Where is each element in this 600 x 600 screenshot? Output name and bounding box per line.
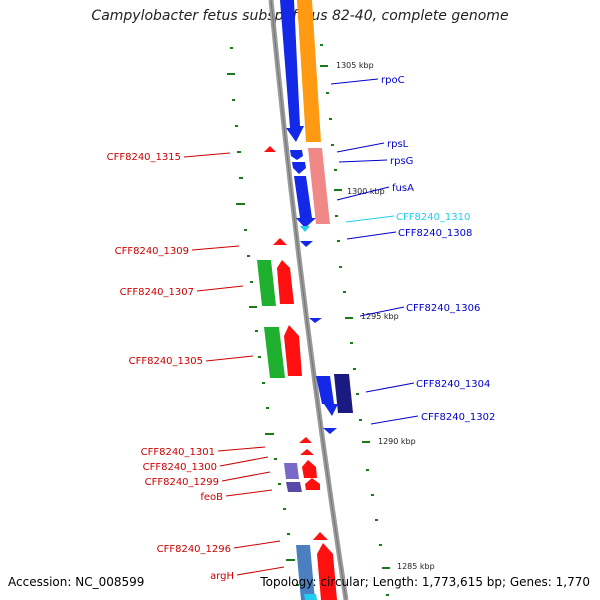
leader-line-CFF8240_1306 bbox=[359, 306, 405, 317]
gene-label-CFF8240_1309[interactable]: CFF8240_1309 bbox=[115, 246, 189, 257]
gene-label-CFF8240_1300[interactable]: CFF8240_1300 bbox=[143, 462, 217, 473]
gene-shape-green-1[interactable] bbox=[257, 260, 276, 306]
leader-line-CFF8240_1300 bbox=[219, 456, 269, 467]
gene-label-rpoC[interactable]: rpoC bbox=[381, 75, 405, 86]
gene-label-CFF8240_1310[interactable]: CFF8240_1310 bbox=[396, 212, 470, 223]
leader-line-feoB bbox=[225, 489, 273, 497]
gene-shape-rpsL[interactable] bbox=[290, 150, 303, 160]
gene-shape-feoB[interactable] bbox=[305, 478, 320, 490]
gene-shape-purple-2[interactable] bbox=[286, 482, 302, 492]
scale-label: 1295 kbp bbox=[361, 312, 399, 321]
gene-shape-CFF8240_1309[interactable] bbox=[273, 238, 287, 245]
leader-line-CFF8240_1308 bbox=[346, 231, 397, 240]
gene-label-CFF8240_1304[interactable]: CFF8240_1304 bbox=[416, 379, 490, 390]
scale-label: 1305 kbp bbox=[336, 61, 374, 70]
gene-shape-purple-1[interactable] bbox=[284, 463, 299, 479]
gene-label-feoB[interactable]: feoB bbox=[200, 492, 223, 503]
gene-shape-green-2[interactable] bbox=[264, 327, 285, 378]
gene-shape-navy[interactable] bbox=[334, 374, 353, 413]
gene-shape-CFF8240_1305[interactable] bbox=[284, 325, 302, 376]
leader-line-CFF8240_1301 bbox=[217, 446, 266, 452]
gene-labels: rpoC rpsL rpsG fusA CFF8240_1315 CFF8240… bbox=[107, 75, 496, 582]
gene-shape-rpsG[interactable] bbox=[292, 162, 306, 174]
gene-features bbox=[257, 0, 353, 600]
gene-shape-CFF8240_1304[interactable] bbox=[316, 376, 338, 416]
gene-shape-CFF8240_1307[interactable] bbox=[277, 260, 294, 304]
leader-line-rpoC bbox=[330, 78, 379, 85]
leader-line-CFF8240_1315 bbox=[183, 152, 231, 158]
leader-line-CFF8240_1307 bbox=[196, 285, 244, 292]
gene-label-CFF8240_1308[interactable]: CFF8240_1308 bbox=[398, 228, 472, 239]
gene-label-CFF8240_1305[interactable]: CFF8240_1305 bbox=[129, 356, 203, 367]
gene-label-CFF8240_1296[interactable]: CFF8240_1296 bbox=[157, 544, 231, 555]
leader-line-rpsL bbox=[336, 142, 385, 153]
gene-shape-fusA[interactable] bbox=[294, 176, 316, 228]
gene-shape-orange[interactable] bbox=[297, 0, 321, 142]
gene-label-argH[interactable]: argH bbox=[210, 571, 234, 582]
scale-label: 1285 kbp bbox=[397, 562, 435, 571]
leader-line-CFF8240_1310 bbox=[345, 215, 395, 223]
genome-summary-text: Topology: circular; Length: 1,773,615 bp… bbox=[260, 575, 590, 589]
gene-shape-cyan-bottom[interactable] bbox=[304, 594, 317, 600]
gene-label-CFF8240_1315[interactable]: CFF8240_1315 bbox=[107, 152, 181, 163]
gene-label-CFF8240_1307[interactable]: CFF8240_1307 bbox=[120, 287, 194, 298]
gene-shape-rpoC[interactable] bbox=[280, 0, 304, 142]
gene-shape-CFF8240_1296[interactable] bbox=[313, 532, 328, 540]
gene-shape-CFF8240_1300[interactable] bbox=[300, 449, 314, 455]
scale-ticks bbox=[227, 44, 390, 596]
leader-line-CFF8240_1296 bbox=[233, 540, 281, 549]
scale-labels: 1305 kbp 1300 kbp 1295 kbp 1290 kbp 1285… bbox=[336, 61, 435, 571]
leader-line-argH bbox=[236, 566, 285, 576]
gene-shape-steelblue[interactable] bbox=[296, 545, 315, 600]
leader-line-CFF8240_1305 bbox=[205, 355, 254, 362]
leader-line-rpsG bbox=[338, 159, 388, 163]
leader-lines bbox=[183, 78, 419, 576]
gene-label-CFF8240_1299[interactable]: CFF8240_1299 bbox=[145, 477, 219, 488]
scale-label: 1300 kbp bbox=[347, 187, 385, 196]
gene-label-CFF8240_1302[interactable]: CFF8240_1302 bbox=[421, 412, 495, 423]
gene-label-rpsG[interactable]: rpsG bbox=[390, 156, 413, 167]
accession-text: Accession: NC_008599 bbox=[8, 575, 145, 589]
leader-line-fusA bbox=[336, 186, 390, 201]
leader-line-CFF8240_1309 bbox=[191, 245, 240, 251]
leader-line-CFF8240_1299 bbox=[221, 471, 271, 482]
gene-shape-CFF8240_1315[interactable] bbox=[264, 146, 276, 152]
gene-shape-CFF8240_1306[interactable] bbox=[309, 318, 322, 323]
gene-label-CFF8240_1306[interactable]: CFF8240_1306 bbox=[406, 303, 480, 314]
gene-label-rpsL[interactable]: rpsL bbox=[387, 139, 409, 150]
gene-label-fusA[interactable]: fusA bbox=[392, 183, 414, 194]
gene-label-CFF8240_1301[interactable]: CFF8240_1301 bbox=[141, 447, 215, 458]
leader-line-CFF8240_1304 bbox=[365, 382, 415, 393]
leader-line-CFF8240_1302 bbox=[370, 415, 419, 425]
gene-shape-pink[interactable] bbox=[308, 148, 330, 224]
scale-label: 1290 kbp bbox=[378, 437, 416, 446]
gene-shape-CFF8240_1310[interactable] bbox=[300, 226, 310, 232]
gene-shape-CFF8240_1302[interactable] bbox=[323, 428, 337, 434]
gene-shape-CFF8240_1299[interactable] bbox=[302, 460, 317, 478]
gene-shape-CFF8240_1301[interactable] bbox=[299, 437, 312, 443]
gene-shape-argH[interactable] bbox=[317, 543, 337, 600]
backbone-inner bbox=[270, 0, 347, 600]
gene-shape-CFF8240_1308[interactable] bbox=[300, 241, 313, 247]
